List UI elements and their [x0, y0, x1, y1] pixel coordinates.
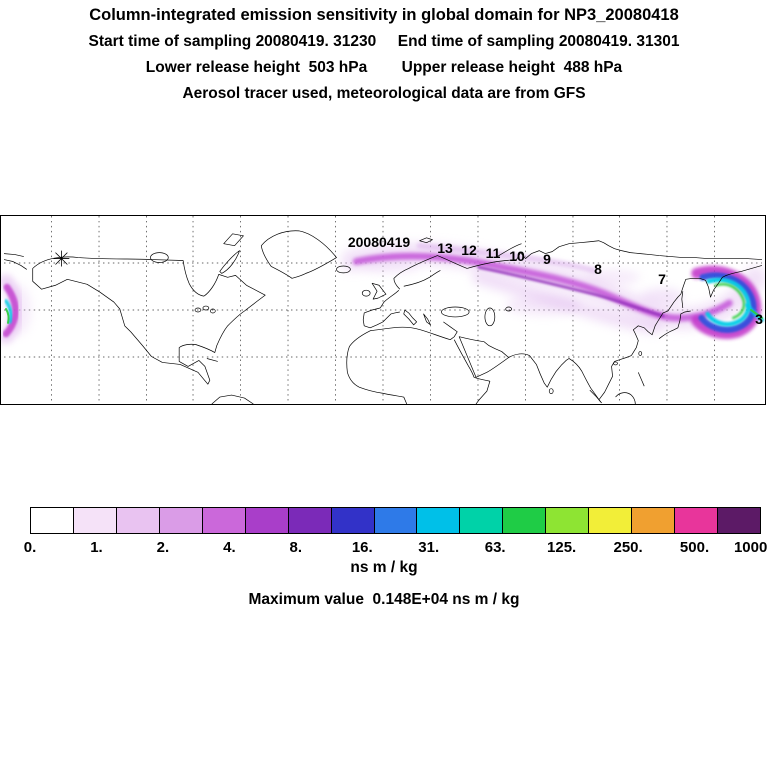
colorbar-tick-label: 250. [613, 539, 643, 556]
colorbar-cell [288, 508, 332, 533]
colorbar-cell [116, 508, 160, 533]
receptor-marker [53, 250, 70, 267]
colorbar [30, 507, 761, 534]
colorbar-cell [31, 508, 74, 533]
colorbar-tick-label: 125. [547, 539, 577, 556]
colorbar-cell [331, 508, 375, 533]
plume-day-label: 7 [658, 271, 666, 287]
sampling-times-line: Start time of sampling 20080419. 31230 E… [88, 33, 680, 50]
plume-labels: 20080419 13 12 11 10 9 8 7 3 [1, 216, 765, 404]
colorbar-tick-label: 2. [156, 539, 170, 556]
colorbar-cell [73, 508, 117, 533]
colorbar-tick-label: 1000. [733, 539, 768, 556]
colorbar-cell [417, 508, 461, 533]
colorbar-cell [374, 508, 418, 533]
colorbar-cell [460, 508, 504, 533]
colorbar-tick-label: 8. [289, 539, 303, 556]
colorbar-cell [632, 508, 676, 533]
plume-day-label: 3 [755, 311, 763, 327]
plume-day-label: 9 [543, 251, 551, 267]
figure-title: Column-integrated emission sensitivity i… [89, 6, 679, 24]
coastlines [3, 230, 763, 404]
colorbar-cell [245, 508, 289, 533]
colorbar-cell [159, 508, 203, 533]
plume-day-label: 13 [437, 240, 453, 256]
colorbar-units-label: ns m / kg [350, 559, 418, 576]
colorbar-cell [589, 508, 633, 533]
emission-plume [1, 242, 765, 344]
colorbar-tick-label: 31. [418, 539, 440, 556]
world-map-svg [1, 216, 765, 404]
release-heights-line: Lower release height 503 hPa Upper relea… [145, 59, 623, 76]
colorbar-cell [503, 508, 547, 533]
tracer-met-line: Aerosol tracer used, meteorological data… [182, 85, 586, 102]
colorbar-tick-label: 0. [23, 539, 37, 556]
plume-day-label: 12 [461, 242, 477, 258]
colorbar-cell [546, 508, 590, 533]
colorbar-tick-label: 4. [223, 539, 236, 556]
colorbar-tick-label: 16. [351, 539, 373, 556]
plume-day-label: 10 [509, 248, 525, 264]
plume-day-label: 20080419 [347, 234, 411, 250]
max-value-label: Maximum value 0.148E+04 ns m / kg [248, 591, 520, 608]
map-panel: 20080419 13 12 11 10 9 8 7 3 [0, 215, 766, 405]
colorbar-section: 0. 1. 2. 4. 8. 16. 31. 63. 125. 250. 500. 1000. [24, 507, 768, 559]
colorbar-cell [675, 508, 718, 533]
colorbar-cell [718, 508, 760, 533]
plume-day-label: 11 [485, 245, 501, 261]
colorbar-tick-label: 500. [679, 539, 710, 556]
plume-day-label: 8 [594, 261, 602, 277]
colorbar-tick-label: 63. [484, 539, 506, 556]
colorbar-cell [202, 508, 246, 533]
figure-header: Column-integrated emission sensitivity i… [0, 6, 768, 107]
colorbar-tick-label: 1. [90, 539, 103, 556]
colorbar-ticks: 0. 1. 2. 4. 8. 16. 31. 63. 125. 250. 500. 1000. [24, 539, 768, 559]
